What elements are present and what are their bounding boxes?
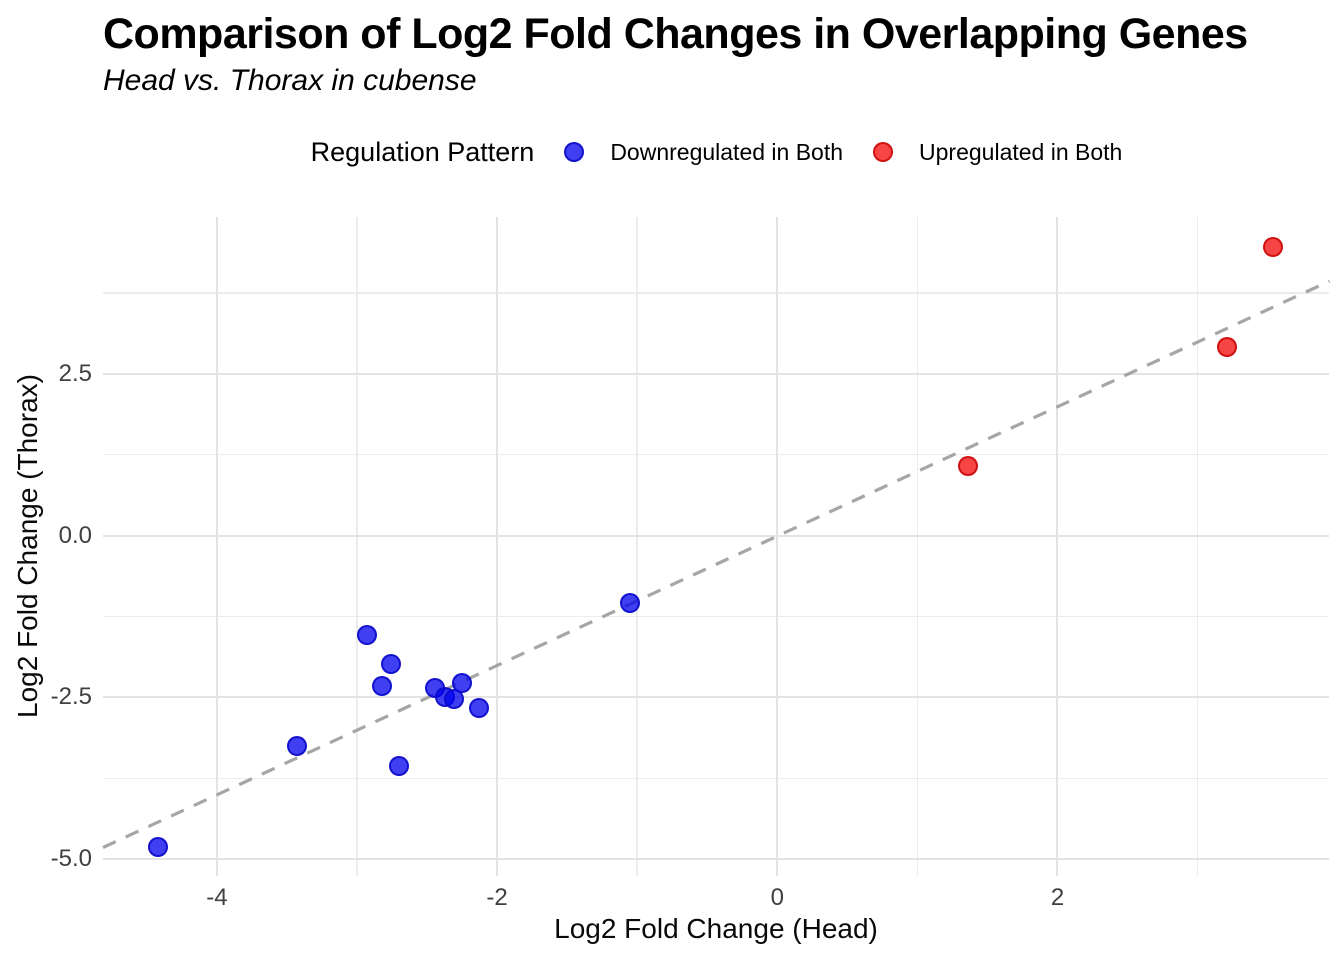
y-major-gridline: [102, 534, 1330, 537]
y-minor-gridline: [102, 777, 1330, 779]
data-point: [1217, 336, 1237, 357]
y-major-gridline: [102, 372, 1330, 375]
y-major-gridline: [102, 858, 1330, 861]
y-tick-label: -2.5: [50, 683, 92, 711]
x-tick-label: 2: [1050, 884, 1065, 911]
x-axis-title: Log2 Fold Change (Head): [554, 913, 878, 944]
x-major-gridline: [1056, 216, 1059, 876]
y-tick-label: 2.5: [58, 359, 92, 387]
data-point: [1263, 237, 1284, 258]
data-point: [620, 592, 641, 613]
data-point: [372, 676, 393, 697]
data-point: [452, 672, 473, 693]
x-minor-gridline: [356, 216, 358, 876]
y-major-gridline: [102, 696, 1330, 699]
legend: Regulation Pattern Downregulated in Both…: [103, 133, 1330, 171]
legend-item: Downregulated in Both: [564, 139, 843, 166]
legend-item-label: Upregulated in Both: [919, 138, 1123, 165]
legend-title: Regulation Pattern: [310, 136, 535, 167]
data-point: [148, 836, 169, 857]
x-major-gridline: [215, 216, 218, 876]
legend-key-dot: [873, 142, 894, 162]
x-tick-label: 0: [770, 884, 784, 911]
x-tick-label: -4: [206, 884, 228, 911]
x-tick-label: -2: [486, 884, 508, 911]
legend-item: Upregulated in Both: [873, 139, 1122, 166]
chart-title: Comparison of Log2 Fold Changes in Overl…: [103, 10, 1248, 58]
plot-panel: [102, 216, 1330, 876]
y-tick-label: -5.0: [50, 845, 92, 873]
data-point: [286, 735, 307, 756]
data-point: [356, 624, 377, 645]
y-minor-gridline: [102, 454, 1330, 456]
data-point: [957, 456, 978, 477]
x-minor-gridline: [916, 216, 919, 876]
y-minor-gridline: [102, 292, 1330, 294]
chart-subtitle: Head vs. Thorax in cubense: [103, 64, 477, 97]
y-tick-label: 0.0: [58, 521, 92, 549]
data-point: [380, 654, 401, 675]
legend-item-label: Downregulated in Both: [610, 138, 844, 165]
x-minor-gridline: [1196, 216, 1199, 876]
x-minor-gridline: [636, 216, 638, 876]
identity-line-layer: [102, 279, 1330, 849]
x-major-gridline: [776, 216, 779, 876]
data-point: [443, 689, 464, 710]
legend-key-dot: [564, 142, 585, 162]
data-point: [468, 697, 489, 718]
y-minor-gridline: [102, 615, 1330, 618]
identity-line: [102, 279, 1330, 849]
x-major-gridline: [496, 216, 499, 876]
data-point: [389, 755, 409, 776]
